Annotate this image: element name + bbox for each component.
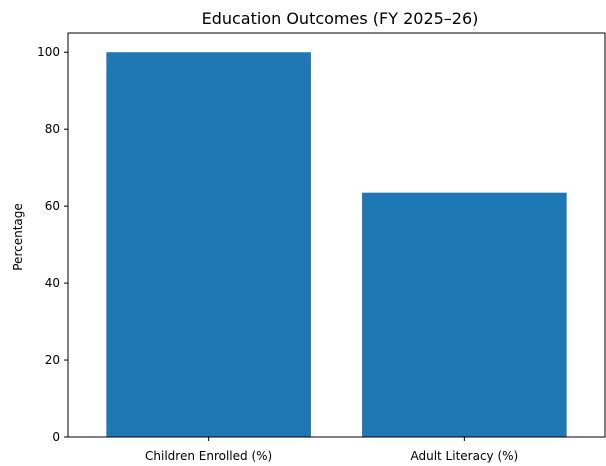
x-tick-label: Adult Literacy (%) [410, 449, 518, 463]
bar [362, 192, 567, 437]
y-tick-label: 40 [45, 276, 60, 290]
bars-group [106, 52, 567, 437]
y-axis-ticks: 0 20 40 60 80 100 [37, 45, 68, 444]
y-tick-label: 100 [37, 45, 60, 59]
y-tick-label: 80 [45, 122, 60, 136]
plot-frame [67, 32, 606, 438]
y-tick-label: 0 [52, 430, 60, 444]
bar [106, 52, 311, 437]
y-tick-label: 60 [45, 199, 60, 213]
chart-title: Education Outcomes (FY 2025–26) [202, 9, 479, 28]
x-axis-ticks: Children Enrolled (%) Adult Literacy (%) [145, 437, 518, 463]
x-tick-label: Children Enrolled (%) [145, 449, 272, 463]
y-tick-label: 20 [45, 353, 60, 367]
y-axis-label: Percentage [11, 203, 25, 271]
